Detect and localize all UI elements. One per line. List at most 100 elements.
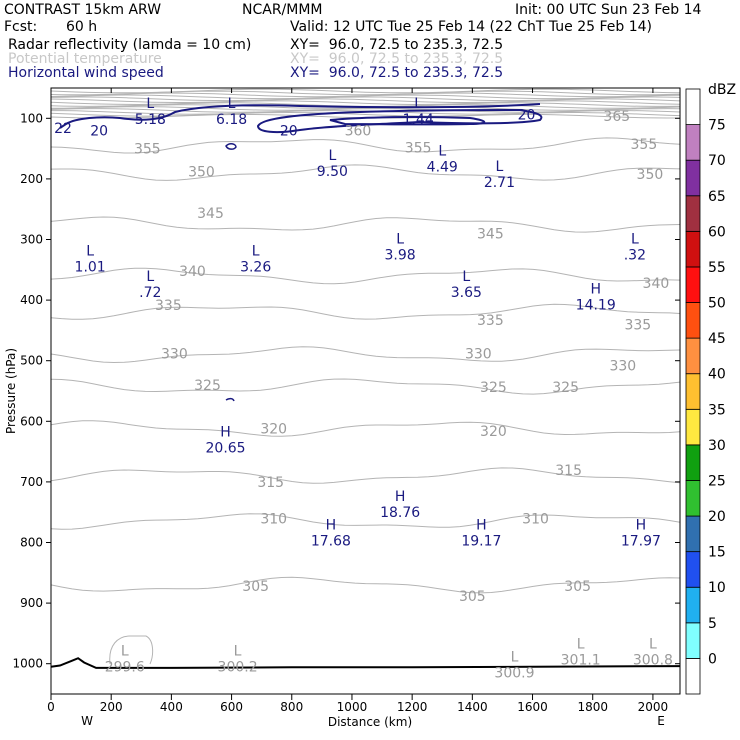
wind-contour-20-jet <box>256 108 543 134</box>
y-tick-label: 200 <box>20 172 43 186</box>
y-tick-label: 900 <box>20 596 43 610</box>
theta-contour-label: 305 <box>242 579 269 595</box>
valid-time: Valid: 12 UTC Tue 25 Feb 14 (22 ChT Tue … <box>290 19 653 35</box>
high-wind-marker: H17.68 <box>311 518 351 550</box>
high-wind-marker: H17.97 <box>621 518 661 550</box>
high-wind-marker: H20.65 <box>206 424 246 456</box>
theta-contour-label: 335 <box>477 313 504 329</box>
extremum-value: 20.65 <box>206 440 246 456</box>
extremum-letter: H <box>395 489 406 505</box>
wind-contour-labels: 20 20 20 22 <box>54 108 535 140</box>
extremum-letter: L <box>631 232 639 248</box>
theta-isentrope <box>50 216 681 233</box>
theta-contour-label: 325 <box>194 378 221 394</box>
theta-isentrope <box>50 164 681 181</box>
extremum-value: 2.71 <box>484 175 515 191</box>
stratosphere-isentrope <box>50 111 681 117</box>
y-tick-label: 600 <box>20 414 43 428</box>
low-wind-marker: L3.98 <box>385 232 416 264</box>
extremum-letter: L <box>511 650 519 666</box>
colorbar-level-label: 65 <box>708 189 726 205</box>
x-tick-label: 2000 <box>638 700 669 714</box>
wind-contour-lines <box>59 103 543 402</box>
low-wind-marker: L.72 <box>139 269 161 301</box>
field-name-reflectivity: Radar reflectivity (lamda = 10 cm) <box>8 37 252 53</box>
colorbar-level-label: 45 <box>708 331 726 347</box>
high-wind-marker: H18.76 <box>380 489 420 521</box>
colorbar-segment <box>685 658 701 695</box>
extremum-value: 9.50 <box>317 164 348 180</box>
plot-frame <box>50 87 681 695</box>
extremum-letter: L <box>234 644 242 660</box>
colorbar-level-label: 75 <box>708 118 726 134</box>
model-title: CONTRAST 15km ARW <box>4 2 162 18</box>
wind-contour-label: 20 <box>90 123 108 139</box>
theta-contour-label: 350 <box>637 167 664 183</box>
theta-contour-label: 320 <box>260 422 287 438</box>
colorbar-segment <box>685 480 701 517</box>
theta-contour-label: 335 <box>624 317 651 333</box>
low-wind-marker: L5.18 <box>135 96 166 128</box>
colorbar-level-label: 0 <box>708 651 717 667</box>
extremum-letter: H <box>476 518 487 534</box>
colorbar-segment <box>685 551 701 588</box>
x-axis-left-end: W <box>81 714 93 728</box>
colorbar-level-label: 40 <box>708 367 726 383</box>
x-tick-label: 0 <box>47 700 55 714</box>
reflectivity-colorbar: 0 5 10 15 20 25 30 35 40 45 50 55 60 65 70 75 <box>685 88 726 695</box>
theta-contour-label: 315 <box>555 463 582 479</box>
colorbar-segment <box>685 586 701 624</box>
colorbar-segment <box>685 515 701 553</box>
colorbar-segment <box>685 337 701 375</box>
colorbar-level-label: 20 <box>708 509 726 525</box>
field-xy-reflectivity: XY= 96.0, 72.5 to 235.3, 72.5 <box>290 37 504 53</box>
theta-contour-label: 325 <box>552 380 579 396</box>
extremum-value: 19.17 <box>461 534 501 550</box>
low-wind-marker: L3.26 <box>240 244 271 276</box>
theta-isentrope <box>50 420 681 437</box>
extremum-value: 300.9 <box>494 666 534 682</box>
extremum-letter: L <box>414 96 422 112</box>
extremum-value: 299.6 <box>105 660 145 676</box>
colorbar-level-label: 30 <box>708 438 726 454</box>
theta-contour-labels: 365 360 355 355 355 350 350 345 345 340 340 335 335 3… <box>134 109 669 605</box>
colorbar-level-label: 5 <box>708 616 717 632</box>
stratosphere-isentrope <box>50 90 681 96</box>
extremum-value: 300.8 <box>633 652 673 668</box>
colorbar-segment <box>685 230 701 268</box>
high-wind-marker: H19.17 <box>461 518 501 550</box>
stratosphere-isentrope <box>50 98 681 103</box>
theta-contour-label: 330 <box>465 346 492 362</box>
colorbar-level-label: 35 <box>708 402 726 418</box>
x-tick-label: 800 <box>280 700 303 714</box>
theta-contour-label: 310 <box>522 511 549 527</box>
x-tick-label: 400 <box>160 700 183 714</box>
colorbar-segment <box>685 622 701 659</box>
theta-contour-label: 345 <box>477 226 504 242</box>
colorbar-segment <box>685 408 701 446</box>
extremum-value: 3.65 <box>451 285 482 301</box>
theta-contour-label: 340 <box>179 264 206 280</box>
extremum-letter: L <box>496 159 504 175</box>
extremum-value: 17.68 <box>311 534 351 550</box>
extremum-value: 18.76 <box>380 505 420 521</box>
colorbar-level-label: 50 <box>708 296 726 312</box>
theta-contour-label: 330 <box>609 359 636 375</box>
y-tick-label: 300 <box>20 233 43 247</box>
low-wind-marker: L1.01 <box>75 244 106 276</box>
extremum-value: 301.1 <box>561 652 601 668</box>
low-wind-marker: L.32 <box>624 232 646 264</box>
x-axis-title: Distance (km) <box>328 715 412 729</box>
extremum-letter: L <box>462 269 470 285</box>
extremum-letter: L <box>86 244 94 260</box>
colorbar-level-label: 10 <box>708 580 726 596</box>
x-axis-right-end: E <box>657 714 665 728</box>
theta-contour-label: 335 <box>155 298 182 314</box>
extremum-letter: H <box>220 424 231 440</box>
colorbar-segment <box>685 195 701 232</box>
extremum-letter: L <box>577 636 585 652</box>
theta-isentrope <box>50 303 681 320</box>
colorbar-level-label: 55 <box>708 260 726 276</box>
